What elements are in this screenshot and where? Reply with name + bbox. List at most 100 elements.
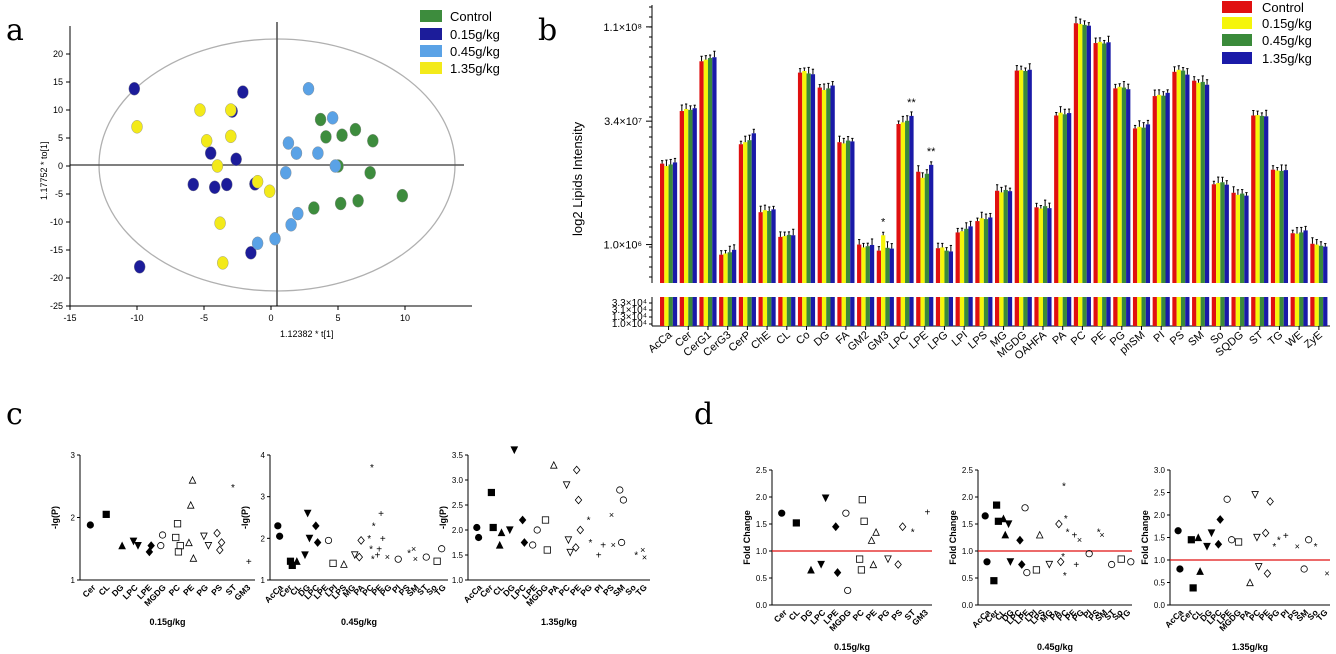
bar-GM3-3 [889,248,894,283]
data-point [1266,497,1274,506]
bar-DG-3 [830,85,835,283]
bar-CerG1-3 [712,57,717,284]
data-point [340,560,348,568]
y-tick-label: 1.0 [756,547,768,556]
data-point [474,533,483,542]
bar-base-ChE-0 [758,297,763,326]
bar-LPC-3 [909,115,914,283]
data-point [541,516,550,524]
bar-SQDG-2 [1240,193,1245,283]
data-point [1246,578,1254,587]
data-point [172,533,180,542]
data-point [288,561,296,570]
sub-y-label: -lg(P) [240,506,250,529]
bar-base-CerG1-2 [707,297,713,326]
category-label: LPE [907,329,931,352]
bar-base-LPG-0 [935,297,941,326]
score-point-control [308,201,320,215]
bar-base-CL-1 [782,297,787,326]
score-point-045gkg [285,218,297,232]
category-label: PA [1050,329,1069,348]
panel-letter-a: a [6,13,24,48]
panel-c-subplot-2: 1234AcCaCerCLDGLPCLPELPILPSMGPAPCPEPGPIP… [240,451,448,627]
bar-base-PA-0 [1054,297,1059,326]
data-point: * [1062,482,1066,493]
score-point-control [320,130,332,144]
data-point [1032,566,1041,574]
data-point [1305,536,1313,544]
panel-letter-b: b [538,13,557,48]
score-point-015gkg [245,246,257,260]
bar-base-ZyE-0 [1310,297,1315,326]
score-point-015gkg [204,146,217,160]
data-point [1234,538,1243,546]
bar-base-WE-2 [1299,297,1304,326]
category-label: TG [1314,607,1330,623]
data-point [312,521,320,531]
score-point-015gkg [187,177,199,192]
data-point: + [378,509,384,520]
bar-base-ChE-1 [762,297,768,326]
bar-CerG3-3 [731,249,737,283]
bar-base-FA-3 [850,297,855,326]
y-tick-label: 15 [53,77,63,87]
data-point: × [640,545,645,555]
data-point [355,552,364,562]
bar-base-WE-1 [1294,297,1300,326]
data-point: * [369,544,373,555]
category-label: ZyE [1302,329,1325,351]
legend-label-control: Control [1262,0,1304,15]
category-label: PE [1089,329,1108,348]
data-point [329,559,337,567]
data-point [1174,527,1182,535]
data-point [145,547,154,557]
bar-CerG1-0 [699,61,704,284]
data-point [189,554,198,562]
data-point [129,537,138,546]
data-point: × [609,510,614,520]
bar-base-OAHFA-3 [1047,297,1052,326]
bar-PA-0 [1054,115,1059,283]
legend-label-0-15: 0.15g/kg [450,27,500,42]
group-label: 0.45g/kg [341,617,377,627]
data-point [1176,565,1184,573]
legend-swatch-0-15 [1222,17,1252,29]
category-label: ChE [749,329,773,352]
bar-PC-3 [1086,25,1091,284]
bar-base-SQDG-3 [1244,297,1249,326]
data-point [473,523,481,532]
bar-CL-1 [782,236,787,283]
y-tick-label: -20 [50,273,63,283]
bar-base-OAHFA-0 [1034,297,1039,326]
score-point-control [336,128,348,142]
category-label: LPC [887,329,911,352]
bar-LPE-3 [929,164,934,283]
bar-SM-2 [1200,81,1205,283]
data-point: * [1314,542,1318,553]
data-point [303,509,312,518]
category-label: LPS [966,329,990,352]
bar-PG-3 [1126,89,1131,283]
bar-DG-2 [826,88,831,283]
data-point: * [371,555,375,566]
bar-base-FA-2 [845,297,851,326]
data-point [487,488,496,497]
y-small-tick-label: 3.1×10⁴ [612,305,647,316]
bar-base-LPG-3 [948,297,954,326]
bar-WE-2 [1299,232,1304,283]
bar-base-TG-1 [1275,297,1280,326]
y-tick-label: 2.5 [452,501,464,510]
score-point-135gkg [131,120,143,134]
bar-base-PE-1 [1097,297,1103,326]
score-point-135gkg [217,256,229,270]
bar-base-CL-2 [786,297,792,326]
bar-base-CerG3-1 [723,297,728,326]
score-point-015gkg [209,180,221,194]
bar-phSM-0 [1132,128,1138,283]
data-point [1300,565,1308,573]
bar-base-So-0 [1211,297,1217,326]
bar-base-AcCa-3 [672,297,678,326]
panel-b-legend: Control 0.15g/kg 0.45g/kg 1.35g/kg [1222,0,1312,66]
y-tick-label: 0.0 [962,601,974,610]
score-point-control [349,122,362,137]
